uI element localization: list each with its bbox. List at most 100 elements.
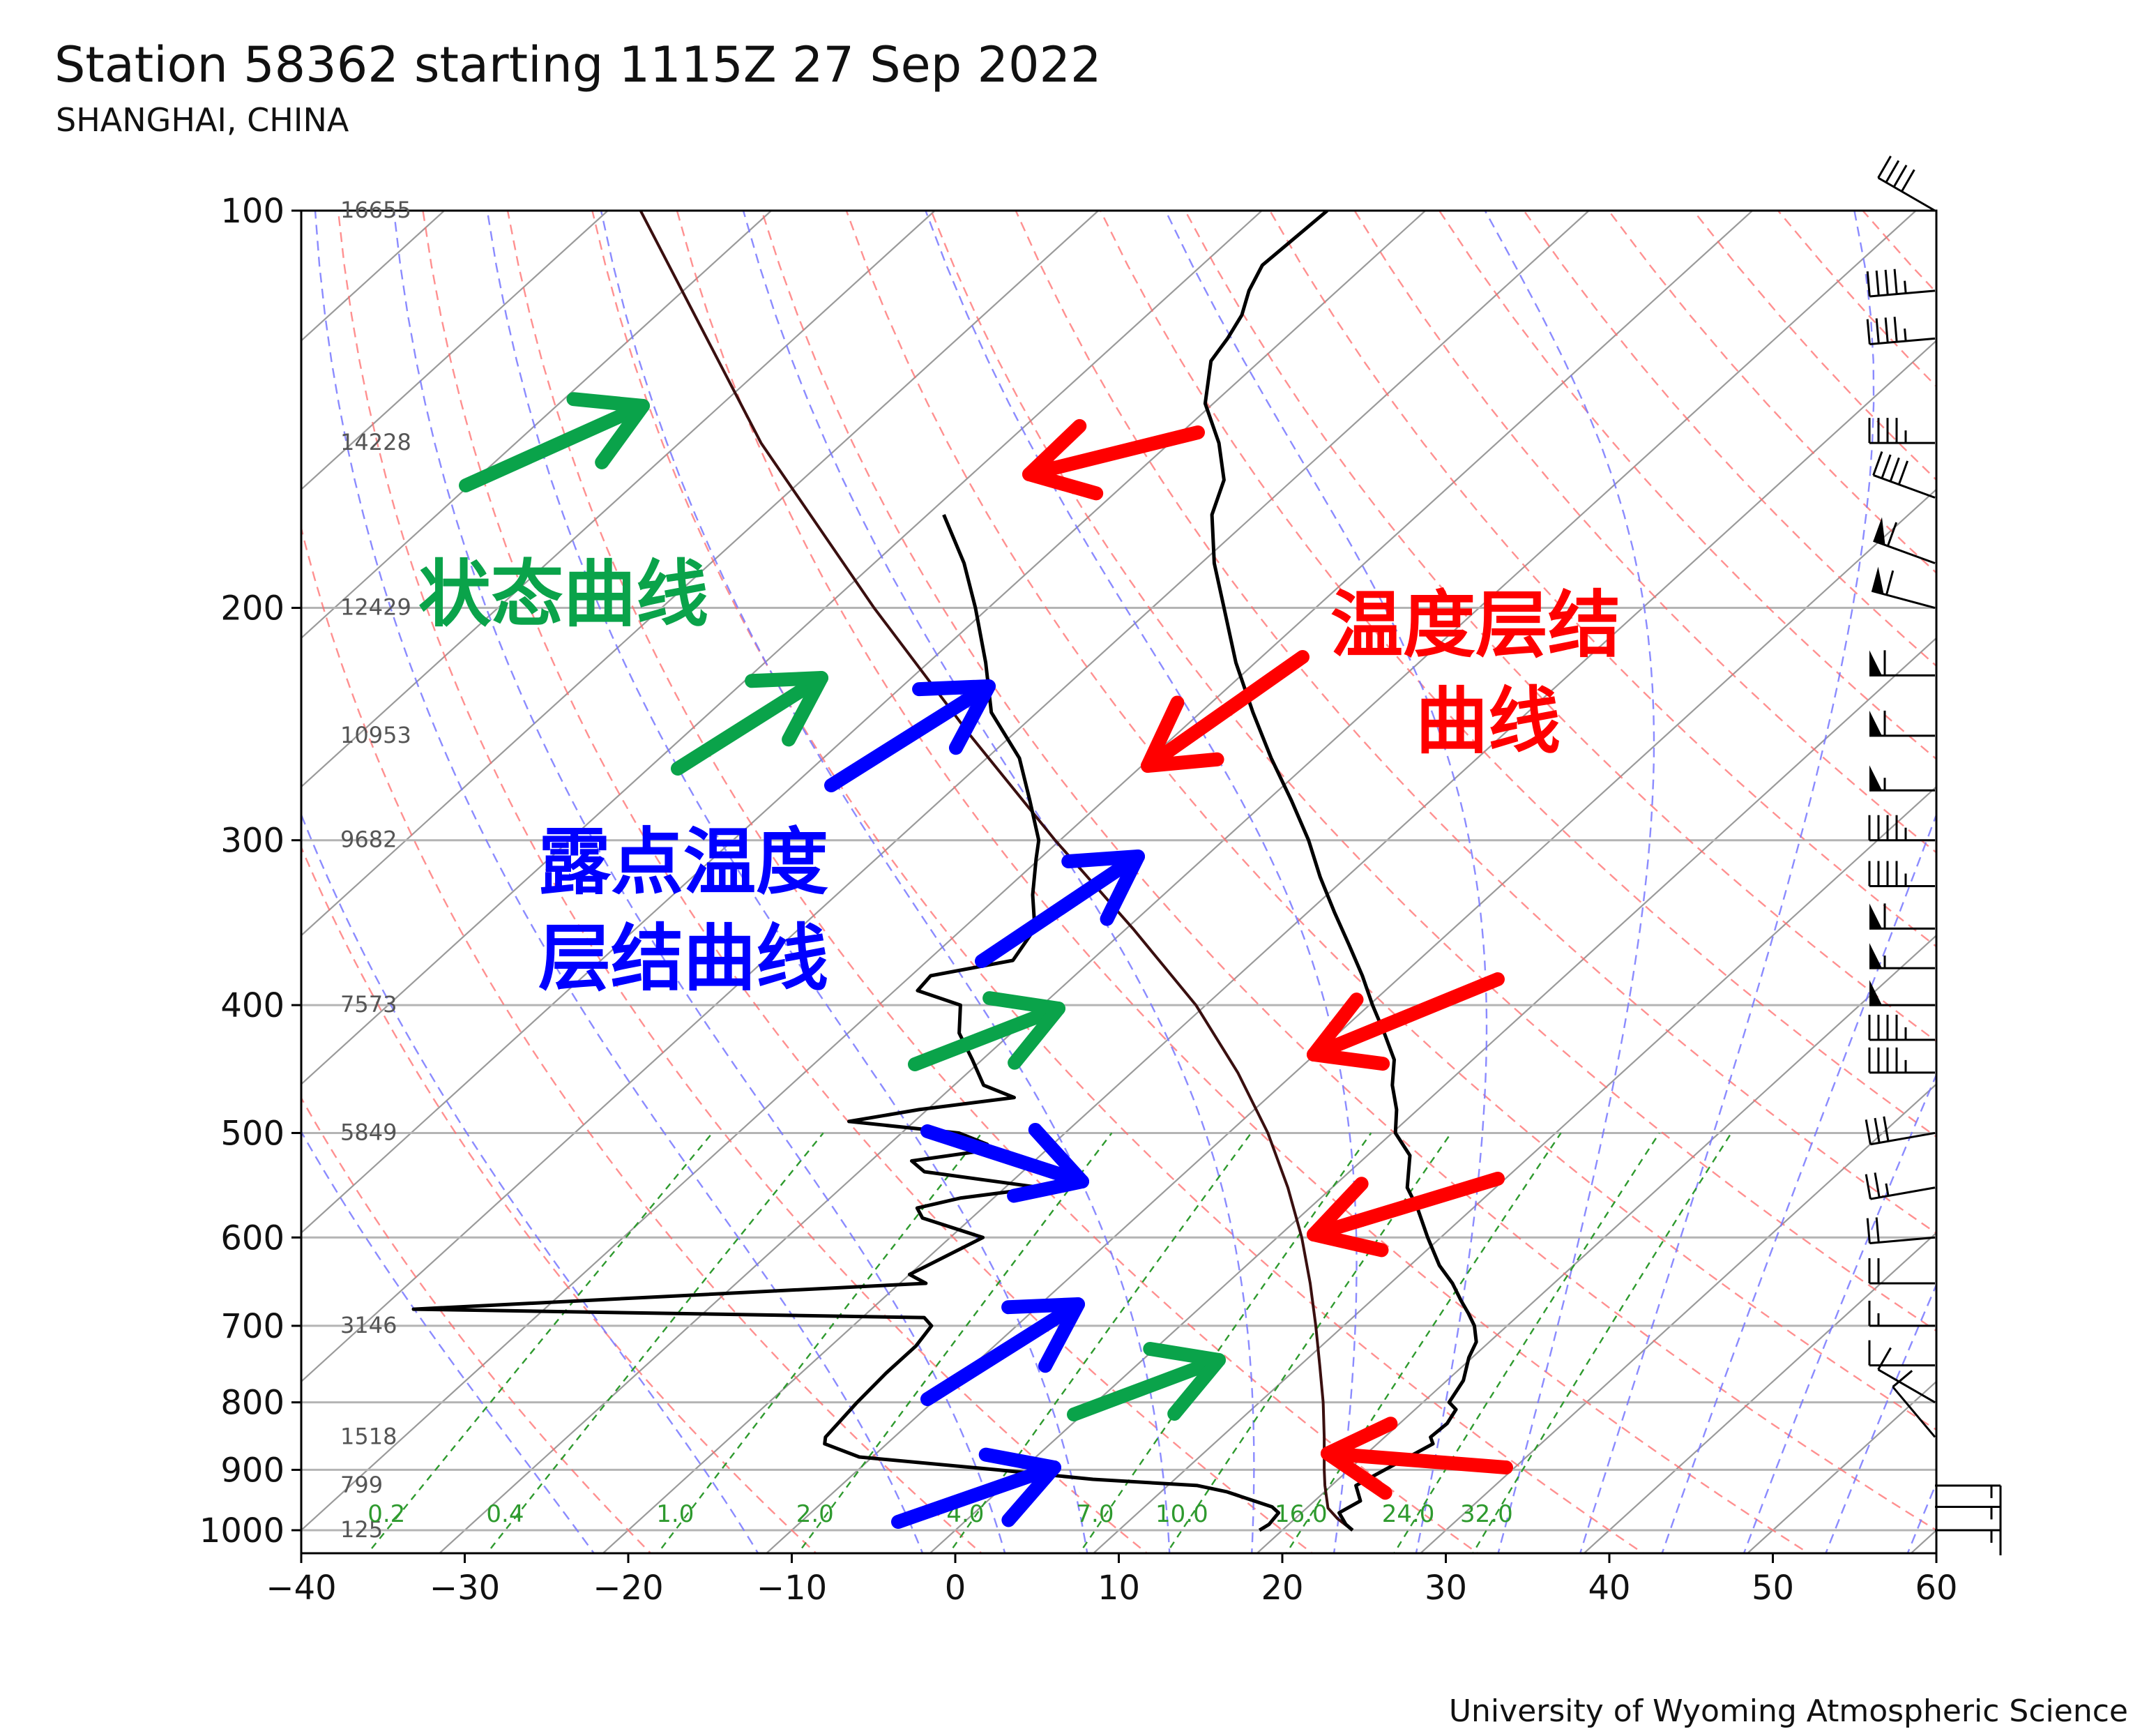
dry-adiabat-line	[1948, 211, 2156, 1558]
wind-barb	[1878, 156, 1935, 211]
annotation-arrow	[678, 678, 821, 769]
moist-adiabat-line	[1660, 211, 2135, 1558]
wind-barb	[1867, 269, 1935, 296]
isotherm-line	[107, 211, 1588, 1558]
y-tick-label: 400	[220, 986, 284, 1025]
dry-adiabat-line	[1185, 211, 2156, 1558]
wind-barb-flag	[1869, 711, 1882, 736]
annotation-arrow	[982, 856, 1138, 961]
annotation-arrow	[1074, 1349, 1219, 1414]
temperature-curve	[1205, 211, 1476, 1530]
dry-adiabat-line	[931, 211, 2156, 1558]
mixing-ratio-label: 10.0	[1155, 1500, 1208, 1528]
wind-barb-full	[1888, 522, 1896, 546]
wind-barb-full	[1882, 455, 1890, 478]
isotherm-line	[1742, 211, 2156, 1558]
height-label: 5849	[340, 1119, 397, 1145]
annotation-arrow	[927, 1304, 1078, 1399]
wind-barb-half	[1905, 329, 1906, 341]
x-tick-label: 50	[1752, 1569, 1794, 1608]
dry-adiabat-line	[1609, 211, 2156, 1558]
height-label: 10953	[340, 722, 411, 748]
isotherm-line	[0, 211, 444, 1558]
wind-barb	[1866, 1117, 1935, 1145]
wind-barb-staff	[1893, 1387, 1935, 1437]
wind-barb-full	[1894, 165, 1906, 187]
wind-barb	[1872, 566, 1935, 607]
isotherm-line	[1906, 211, 2156, 1558]
y-tick-label: 700	[220, 1307, 284, 1346]
wind-barb	[1874, 518, 1935, 564]
x-tick-label: −30	[430, 1569, 500, 1608]
wind-barb	[1869, 1301, 1935, 1326]
dry-adiabat-line	[1778, 211, 2156, 1558]
isotherm-line	[0, 211, 117, 1558]
wind-barb-full	[1886, 571, 1892, 595]
wind-barb	[1869, 980, 1935, 1005]
mixing-ratio-label: 0.2	[367, 1500, 405, 1528]
wind-barb	[1866, 1172, 1935, 1199]
height-label: 1518	[340, 1423, 397, 1449]
mixing-ratio-line	[483, 1133, 823, 1559]
wind-barb-full	[1885, 270, 1888, 295]
mixing-ratio-line	[364, 1133, 713, 1559]
wind-barb-full	[1895, 269, 1897, 294]
wind-barb	[1935, 1530, 2001, 1555]
annotation-arrow	[927, 1130, 1082, 1196]
x-tick-label: 40	[1588, 1569, 1630, 1608]
dry-adiabat-line	[847, 211, 2148, 1558]
wind-barb	[1869, 418, 1935, 443]
height-label: 3146	[340, 1312, 397, 1338]
dry-adiabat-line	[1100, 211, 2156, 1558]
x-tick-label: 20	[1261, 1569, 1303, 1608]
isotherm-line	[0, 211, 608, 1558]
wind-barb-full	[1876, 319, 1878, 344]
wind-barb-full	[1875, 1172, 1879, 1197]
y-tick-label: 100	[220, 192, 284, 231]
wind-barb	[1869, 1048, 1935, 1073]
annotation-dewpoint-curve-line2: 层结曲线	[538, 916, 828, 1001]
annotation-arrow	[1029, 426, 1198, 493]
isotherm-line	[761, 211, 2156, 1558]
wind-barb-full	[1895, 317, 1897, 342]
wind-barb	[1869, 765, 1935, 790]
height-label: 12429	[340, 594, 411, 621]
y-tick-label: 800	[220, 1384, 284, 1423]
wind-barb-flag	[1869, 980, 1882, 1005]
annotation-arrow	[1148, 657, 1303, 766]
height-label: 9682	[340, 826, 397, 853]
annotation-dewpoint-curve-line1: 露点温度	[538, 820, 828, 905]
moist-adiabat-line	[1824, 211, 2156, 1558]
mixing-ratio-label: 16.0	[1275, 1500, 1328, 1528]
moist-adiabat-line	[1485, 211, 1654, 1558]
annotation-parcel-curve: 状态曲线	[418, 552, 708, 637]
mixing-ratio-line	[654, 1133, 982, 1559]
wind-barb	[1869, 861, 1935, 886]
y-tick-label: 600	[220, 1218, 284, 1258]
x-tick-label: 30	[1425, 1569, 1467, 1608]
wind-barb	[1867, 317, 1935, 344]
x-tick-label: −20	[593, 1569, 663, 1608]
x-tick-label: 0	[945, 1569, 966, 1608]
wind-barb	[1869, 1341, 1935, 1366]
mixing-ratio-label: 7.0	[1076, 1500, 1114, 1528]
moist-adiabat-line	[1906, 211, 2156, 1558]
wind-barb-flag	[1869, 765, 1882, 790]
height-label: 16655	[340, 197, 411, 223]
y-tick-label: 1000	[199, 1511, 284, 1550]
annotation-arrow	[1314, 1179, 1498, 1250]
wind-barb	[1869, 650, 1935, 675]
annotation-temperature-curve-line1: 温度层结	[1330, 582, 1620, 667]
wind-barb-full	[1874, 452, 1882, 476]
wind-barb-flag	[1874, 518, 1885, 545]
wind-barb-full	[1867, 319, 1869, 345]
dry-adiabat-line	[1270, 211, 2156, 1558]
dry-adiabat-line	[1439, 211, 2156, 1558]
isotherm-line	[1088, 211, 2156, 1558]
wind-barb-full	[1876, 1217, 1878, 1242]
annotation-arrow	[1314, 979, 1498, 1064]
annotation-arrow	[915, 998, 1058, 1064]
wind-barb	[1869, 1015, 1935, 1040]
isotherm-line	[0, 211, 281, 1558]
